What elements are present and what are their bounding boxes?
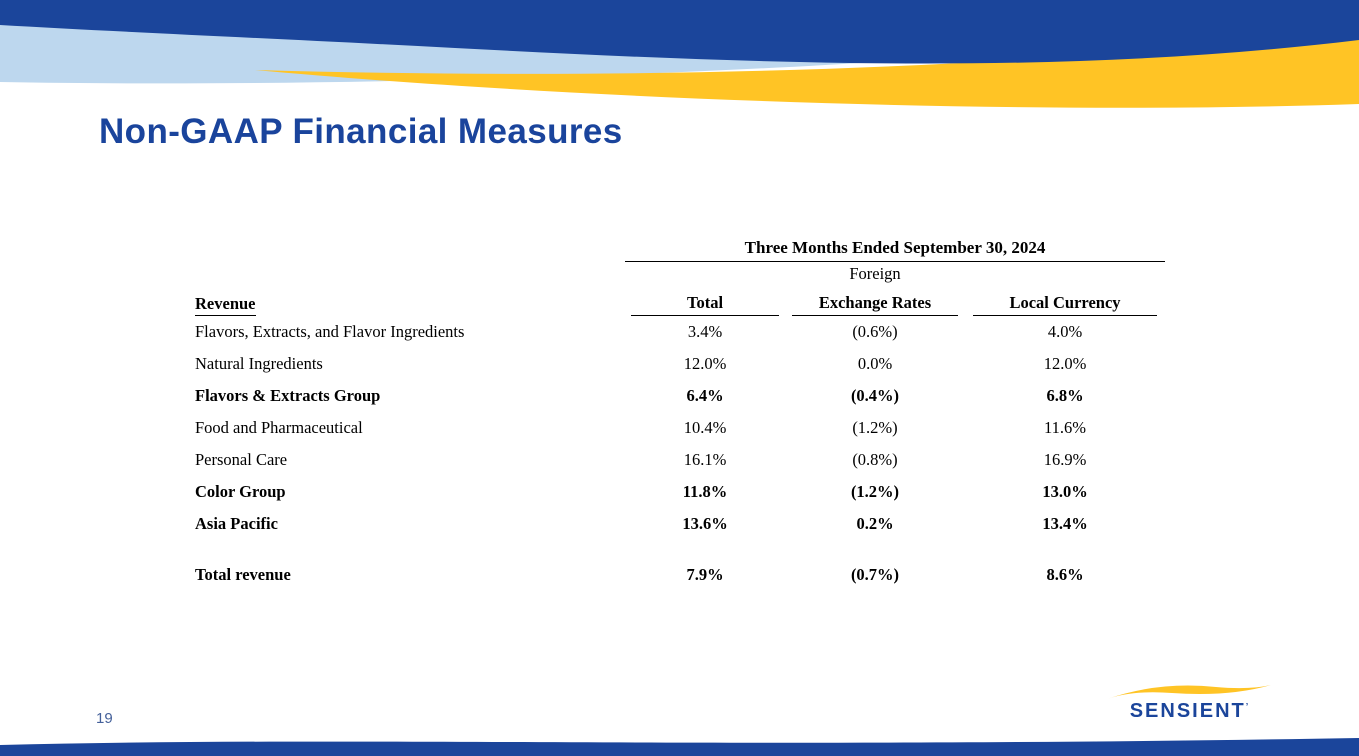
empty-cell	[625, 262, 785, 286]
cell-local: 16.9%	[1043, 450, 1087, 469]
cell-local: 12.0%	[1043, 354, 1087, 373]
cell-total: 16.1%	[683, 450, 727, 469]
span-header-cell: Three Months Ended September 30, 2024	[625, 234, 1165, 262]
column-header-local-currency: Local Currency	[965, 286, 1165, 316]
cell-local: 8.6%	[1046, 565, 1084, 584]
sensient-logo: SENSIENT’	[1103, 685, 1275, 723]
cell-total: 3.4%	[687, 322, 723, 341]
cell-fx: (0.4%)	[850, 386, 900, 405]
cell-total: 11.8%	[682, 482, 728, 501]
wave-yellow	[255, 28, 1359, 108]
cell-local: 11.6%	[1043, 418, 1086, 437]
cell-total: 12.0%	[683, 354, 727, 373]
column-header-revenue: Revenue	[195, 286, 625, 316]
row-label: Flavors & Extracts Group	[195, 386, 381, 405]
row-label: Color Group	[195, 482, 286, 501]
cell-local: 13.4%	[1042, 514, 1088, 533]
cell-local: 4.0%	[1047, 322, 1083, 341]
span-header: Three Months Ended September 30, 2024	[625, 238, 1165, 262]
table-row: Food and Pharmaceutical 10.4% (1.2%) 11.6%	[195, 412, 1165, 444]
row-label: Personal Care	[195, 450, 288, 469]
page-number: 19	[96, 710, 113, 727]
spacer-row	[195, 540, 1165, 559]
column-header-exchange-rates: Exchange Rates	[785, 286, 965, 316]
row-label: Asia Pacific	[195, 514, 278, 533]
cell-fx: (1.2%)	[852, 418, 898, 437]
empty-cell	[965, 262, 1165, 286]
empty-cell	[195, 262, 625, 286]
cell-local: 6.8%	[1046, 386, 1084, 405]
cell-fx: 0.0%	[857, 354, 893, 373]
empty-corner-cell	[195, 234, 625, 262]
cell-total: 7.9%	[686, 565, 724, 584]
cell-fx: 0.2%	[856, 514, 894, 533]
table-row: Natural Ingredients 12.0% 0.0% 12.0%	[195, 348, 1165, 380]
logo-wordmark: SENSIENT	[1129, 700, 1246, 722]
table-row: Personal Care 16.1% (0.8%) 16.9%	[195, 444, 1165, 476]
table-body: Flavors, Extracts, and Flavor Ingredient…	[195, 316, 1165, 591]
foreign-header-line1: Foreign	[849, 264, 901, 283]
logo-trademark-mark: ’	[1245, 701, 1249, 712]
table-row: Asia Pacific 13.6% 0.2% 13.4%	[195, 508, 1165, 540]
cell-fx: (0.6%)	[852, 322, 898, 341]
table-row: Total revenue 7.9% (0.7%) 8.6%	[195, 559, 1165, 591]
table-row: Flavors & Extracts Group 6.4% (0.4%) 6.8%	[195, 380, 1165, 412]
cell-fx: (0.8%)	[852, 450, 898, 469]
cell-local: 13.0%	[1042, 482, 1088, 501]
table-row: Color Group 11.8% (1.2%) 13.0%	[195, 476, 1165, 508]
row-label: Flavors, Extracts, and Flavor Ingredient…	[195, 322, 465, 341]
wave-dark-blue	[0, 0, 1359, 64]
row-label: Total revenue	[195, 565, 291, 584]
table-row: Flavors, Extracts, and Flavor Ingredient…	[195, 316, 1165, 348]
page-title: Non-GAAP Financial Measures	[99, 112, 623, 151]
footer-wave-dark-blue	[0, 738, 1359, 756]
cell-fx: (1.2%)	[850, 482, 900, 501]
row-label: Natural Ingredients	[195, 354, 323, 373]
financial-table: Three Months Ended September 30, 2024 Fo…	[195, 234, 1165, 591]
footer-wave-decoration	[0, 738, 1359, 756]
cell-total: 10.4%	[683, 418, 727, 437]
revenue-table: Three Months Ended September 30, 2024 Fo…	[195, 234, 1165, 591]
column-header-total: Total	[625, 286, 785, 316]
cell-fx: (0.7%)	[850, 565, 900, 584]
header-wave-decoration	[0, 0, 1359, 108]
cell-total: 13.6%	[682, 514, 728, 533]
cell-total: 6.4%	[686, 386, 724, 405]
row-label: Food and Pharmaceutical	[195, 418, 363, 437]
logo-swoosh-icon	[1107, 685, 1271, 699]
